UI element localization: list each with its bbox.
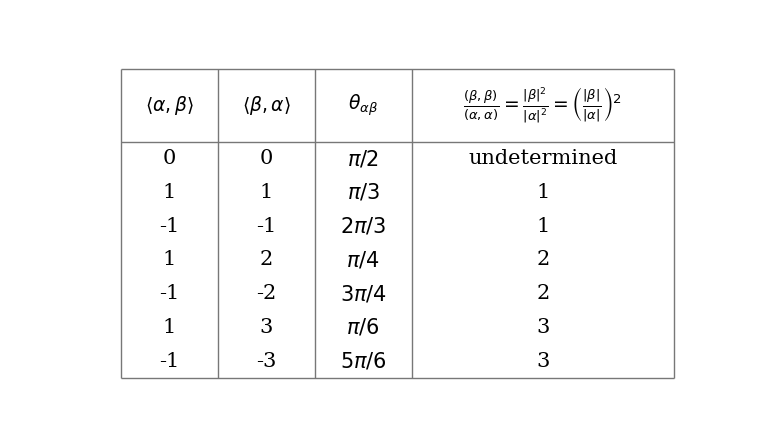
Text: 1: 1 <box>163 250 176 269</box>
Text: $\langle\alpha,\beta\rangle$: $\langle\alpha,\beta\rangle$ <box>145 94 194 117</box>
Text: $3\pi/4$: $3\pi/4$ <box>340 283 386 304</box>
Text: -1: -1 <box>159 351 180 371</box>
Text: $\frac{(\beta,\beta)}{(\alpha,\alpha)} = \frac{|\beta|^2}{|\alpha|^2} = \left(\f: $\frac{(\beta,\beta)}{(\alpha,\alpha)} =… <box>463 85 622 125</box>
Text: 0: 0 <box>163 149 176 168</box>
Text: $5\pi/6$: $5\pi/6$ <box>340 351 386 371</box>
Text: $\theta_{\alpha\beta}$: $\theta_{\alpha\beta}$ <box>348 92 378 118</box>
Text: 1: 1 <box>260 183 273 202</box>
Text: 1: 1 <box>536 183 549 202</box>
Text: $2\pi/3$: $2\pi/3$ <box>340 215 386 237</box>
Text: 1: 1 <box>163 183 176 202</box>
Text: 3: 3 <box>536 351 549 371</box>
Text: $\pi/3$: $\pi/3$ <box>347 182 379 203</box>
Text: $\langle\beta,\alpha\rangle$: $\langle\beta,\alpha\rangle$ <box>242 94 291 117</box>
Text: -1: -1 <box>159 284 180 303</box>
Text: $\pi/2$: $\pi/2$ <box>347 148 379 169</box>
Text: 2: 2 <box>536 284 549 303</box>
Text: -2: -2 <box>256 284 276 303</box>
Text: 3: 3 <box>260 318 273 337</box>
Text: 2: 2 <box>536 250 549 269</box>
Text: -1: -1 <box>159 217 180 235</box>
Text: 0: 0 <box>260 149 273 168</box>
Text: $\pi/4$: $\pi/4$ <box>346 249 380 270</box>
Text: 1: 1 <box>163 318 176 337</box>
Text: undetermined: undetermined <box>468 149 618 168</box>
Text: 2: 2 <box>260 250 273 269</box>
Text: 3: 3 <box>536 318 549 337</box>
Text: 1: 1 <box>536 217 549 235</box>
Text: -1: -1 <box>256 217 276 235</box>
Text: -3: -3 <box>256 351 276 371</box>
Text: $\pi/6$: $\pi/6$ <box>346 317 380 338</box>
